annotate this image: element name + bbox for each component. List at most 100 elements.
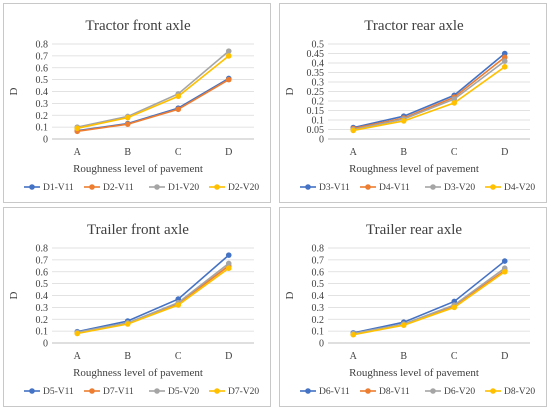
y-axis-label: D — [284, 291, 296, 299]
y-tick-label: 0.8 — [36, 244, 49, 255]
data-point — [124, 114, 131, 121]
chart-svg: Tractor front axle 00.10.20.30.40.50.60.7… — [8, 18, 259, 193]
chart-panel-tractor-front-axle: Tractor front axle 0 0.1 0.2 0.3 0.4 0.5 0.6 0.7… — [3, 3, 271, 203]
legend-label: D7-V11 — [103, 387, 134, 397]
legend-marker — [490, 388, 496, 394]
y-tick-label: 0.45 — [307, 49, 325, 60]
data-point — [225, 48, 232, 54]
chart-title: Trailer rear axle — [366, 222, 462, 238]
legend-marker — [430, 184, 436, 190]
series-line-d6-v11 — [353, 260, 506, 334]
legend-marker — [430, 388, 436, 394]
legend-marker — [305, 184, 311, 190]
x-tick-label: B — [400, 351, 407, 362]
data-point — [225, 252, 232, 258]
legend-label: D5-V20 — [168, 387, 199, 397]
x-tick-label: B — [124, 147, 131, 158]
y-tick-label: 0.35 — [307, 68, 325, 79]
y-tick-label: 0.7 — [312, 255, 325, 266]
legend-label: D6-V11 — [319, 387, 350, 397]
data-point — [175, 106, 182, 113]
legend-marker — [365, 388, 371, 394]
legend-label: D4-V11 — [379, 183, 410, 193]
data-point — [501, 258, 508, 264]
x-tick-label: C — [175, 351, 182, 362]
chart-svg: Tractor rear axle00.050.10.150.20.250.30… — [284, 18, 535, 193]
data-point — [350, 127, 357, 134]
legend-marker — [89, 388, 95, 394]
y-tick-label: 0.4 — [312, 291, 325, 302]
data-point — [225, 260, 232, 267]
y-tick-label: 0.5 — [312, 279, 325, 290]
series-line-d2-v20 — [77, 55, 230, 130]
series-line-d4-v20 — [353, 66, 506, 132]
y-tick-label: 0 — [43, 135, 48, 146]
data-point — [451, 304, 458, 311]
chart-panel-trailer-front-axle: Trailer front axle 0 0.1 0.2 0.3 0.4 0.5 0.6 0.7… — [3, 207, 271, 407]
y-tick-label: 0 — [319, 339, 324, 350]
data-point — [225, 265, 232, 271]
y-axis-label: D — [8, 291, 20, 299]
legend-label: D7-V20 — [228, 387, 259, 397]
legend-label: D5-V11 — [43, 387, 74, 397]
y-tick-label: 0.7 — [36, 51, 49, 62]
data-point — [124, 321, 131, 327]
data-point — [400, 118, 407, 124]
y-tick-label: 0.2 — [312, 315, 325, 326]
chart-panel-tractor-rear-axle: Tractor rear axle 0 0.05 0.1 0.15 0.2 0.25 0.3 0… — [279, 3, 547, 203]
chart-svg: Trailer rear axle 00.10.20.30.40.50.60.70… — [284, 222, 535, 397]
y-tick-label: 0.2 — [312, 97, 325, 108]
x-tick-label: C — [451, 147, 458, 158]
x-tick-label: D — [225, 351, 232, 362]
chart-title: Trailer front axle — [87, 222, 189, 238]
y-tick-label: 0.6 — [312, 267, 325, 278]
y-axis-label: D — [8, 87, 20, 95]
data-point — [451, 100, 458, 106]
legend-marker — [29, 184, 35, 190]
legend-marker — [490, 184, 496, 190]
y-tick-label: 0.8 — [312, 244, 325, 255]
series-line-d1-v20 — [77, 50, 230, 128]
chart-panel-trailer-rear-axle: Trailer rear axle 0 0.1 0.2 0.3 0.4 0.5 0.6 0.7 0… — [279, 207, 547, 407]
y-tick-label: 0.1 — [36, 123, 49, 134]
y-tick-label: 0 — [43, 339, 48, 350]
legend-label: D3-V11 — [319, 183, 350, 193]
y-tick-label: 0.3 — [36, 303, 49, 314]
legend-marker — [305, 388, 311, 394]
x-axis-label: Roughness level of pavement — [73, 163, 203, 175]
data-point — [225, 76, 232, 83]
y-tick-label: 0.1 — [312, 116, 325, 127]
y-tick-label: 0 — [319, 135, 324, 146]
chart-title: Tractor front axle — [85, 18, 191, 34]
y-tick-label: 0.15 — [307, 106, 325, 117]
data-point — [74, 330, 81, 337]
data-point — [350, 331, 357, 338]
y-tick-label: 0.1 — [312, 327, 325, 338]
y-tick-label: 0.3 — [36, 99, 49, 110]
y-tick-label: 0.6 — [36, 267, 49, 278]
x-tick-label: A — [350, 147, 358, 158]
legend-marker — [214, 184, 220, 190]
y-tick-label: 0.25 — [307, 87, 325, 98]
x-tick-label: A — [74, 351, 82, 362]
legend-label: D2-V11 — [103, 183, 134, 193]
legend-label: D3-V20 — [444, 183, 475, 193]
y-axis-label: D — [284, 87, 296, 95]
data-point — [175, 302, 182, 308]
legend-marker — [214, 388, 220, 394]
y-tick-label: 0.4 — [36, 87, 49, 98]
legend-label: D4-V20 — [504, 183, 535, 193]
y-tick-label: 0.4 — [312, 59, 325, 70]
x-tick-label: D — [501, 351, 508, 362]
legend-label: D1-V11 — [43, 183, 74, 193]
data-point — [124, 121, 131, 127]
x-tick-label: D — [501, 147, 508, 158]
legend-label: D8-V20 — [504, 387, 535, 397]
y-tick-label: 0.1 — [36, 327, 49, 338]
x-axis-label: Roughness level of pavement — [349, 367, 479, 379]
x-tick-label: B — [400, 147, 407, 158]
legend-label: D8-V11 — [379, 387, 410, 397]
chart-title: Tractor rear axle — [364, 18, 464, 34]
y-tick-label: 0.3 — [312, 78, 325, 89]
x-tick-label: B — [124, 351, 131, 362]
